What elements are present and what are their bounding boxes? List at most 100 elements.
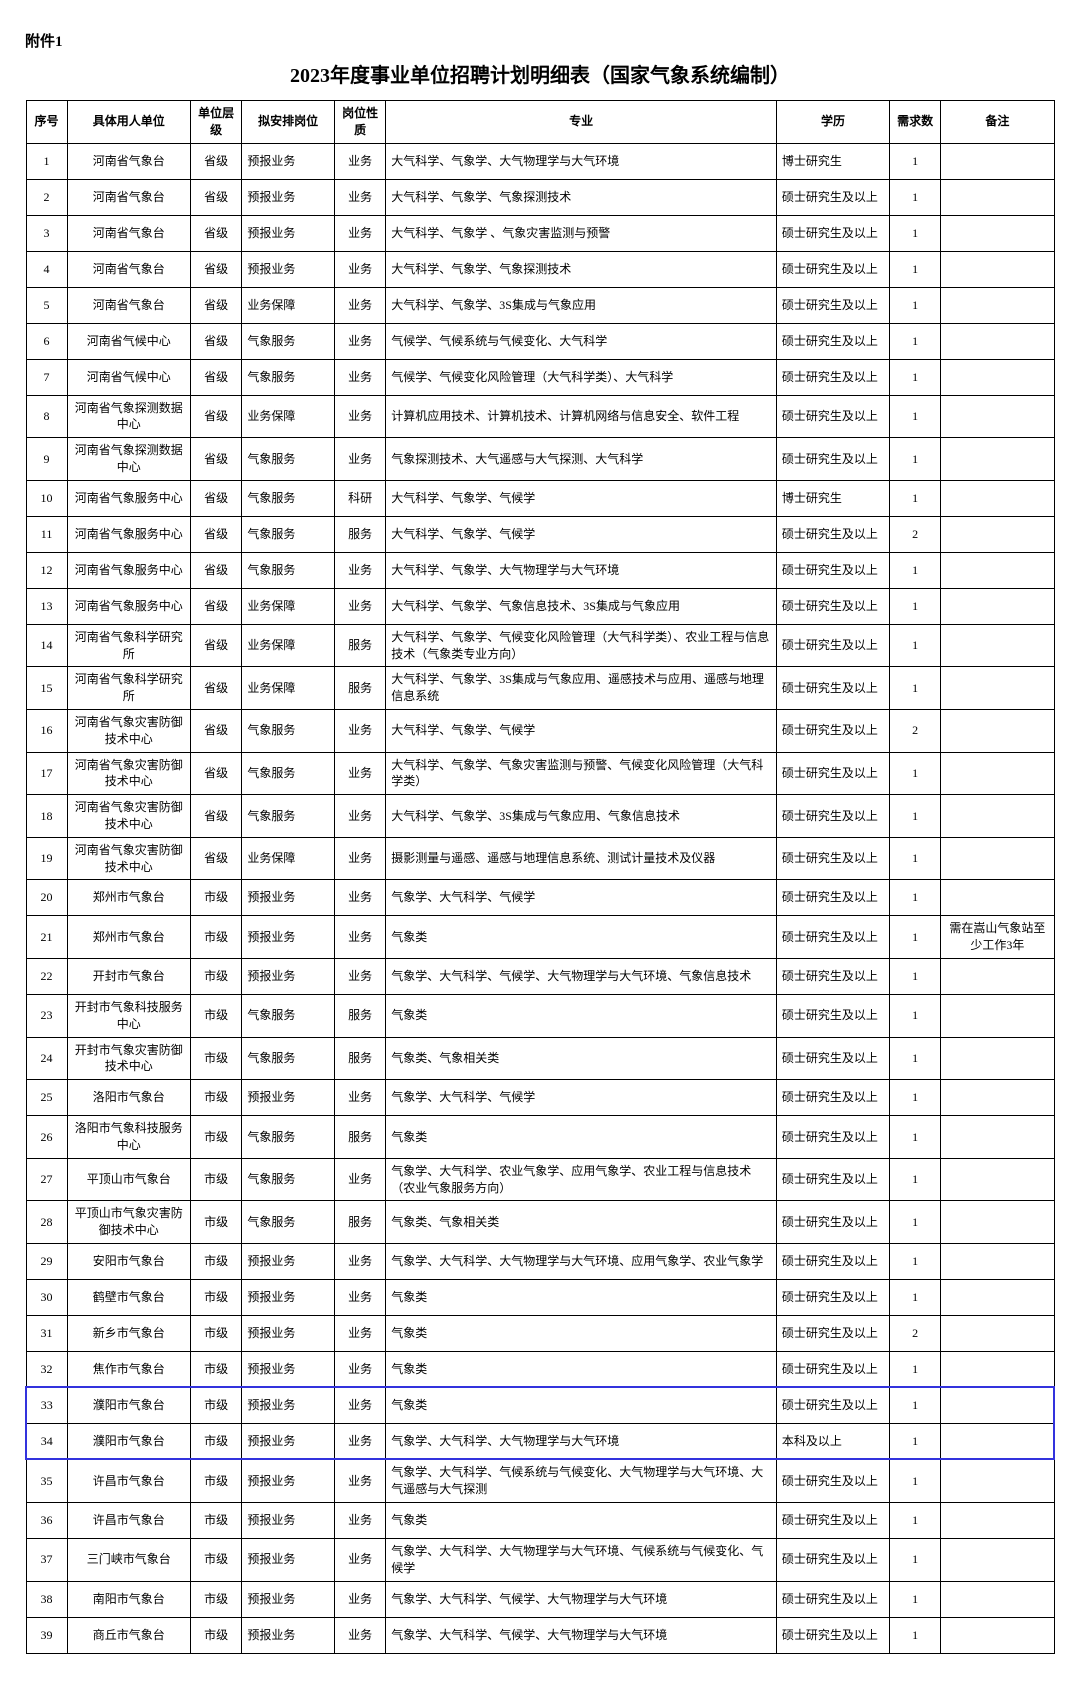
cell-unit: 南阳市气象台 — [67, 1581, 190, 1617]
recruitment-table: 序号 具体用人单位 单位层级 拟安排岗位 岗位性质 专业 学历 需求数 备注 1… — [25, 100, 1055, 1654]
cell-nature: 服务 — [334, 624, 385, 667]
cell-level: 省级 — [190, 588, 241, 624]
cell-level: 市级 — [190, 916, 241, 959]
cell-seq: 18 — [26, 795, 67, 838]
cell-seq: 36 — [26, 1503, 67, 1539]
cell-unit: 商丘市气象台 — [67, 1617, 190, 1653]
cell-unit: 三门峡市气象台 — [67, 1539, 190, 1582]
table-row: 27平顶山市气象台市级气象服务业务气象学、大气科学、农业气象学、应用气象学、农业… — [26, 1158, 1054, 1201]
cell-nature: 业务 — [334, 1503, 385, 1539]
cell-count: 1 — [889, 480, 940, 516]
cell-nature: 业务 — [334, 795, 385, 838]
cell-position: 气象服务 — [242, 1201, 335, 1244]
cell-remark — [941, 1351, 1054, 1387]
cell-remark — [941, 1617, 1054, 1653]
cell-major: 大气科学、气象学、大气物理学与大气环境 — [386, 143, 777, 179]
cell-nature: 业务 — [334, 1617, 385, 1653]
cell-unit: 河南省气象灾害防御技术中心 — [67, 752, 190, 795]
cell-remark — [941, 837, 1054, 880]
cell-remark — [941, 1080, 1054, 1116]
table-row: 22开封市气象台市级预报业务业务气象学、大气科学、气候学、大气物理学与大气环境、… — [26, 958, 1054, 994]
cell-unit: 河南省气候中心 — [67, 323, 190, 359]
table-row: 30鹤壁市气象台市级预报业务业务气象类硕士研究生及以上1 — [26, 1279, 1054, 1315]
cell-level: 省级 — [190, 359, 241, 395]
cell-seq: 15 — [26, 667, 67, 710]
cell-nature: 服务 — [334, 994, 385, 1037]
cell-seq: 3 — [26, 215, 67, 251]
cell-education: 硕士研究生及以上 — [776, 1387, 889, 1423]
cell-remark — [941, 552, 1054, 588]
cell-count: 2 — [889, 1315, 940, 1351]
cell-level: 市级 — [190, 958, 241, 994]
cell-nature: 业务 — [334, 1539, 385, 1582]
cell-unit: 河南省气象台 — [67, 143, 190, 179]
cell-remark — [941, 1423, 1054, 1459]
cell-position: 预报业务 — [242, 1503, 335, 1539]
cell-education: 硕士研究生及以上 — [776, 1581, 889, 1617]
cell-major: 气象学、大气科学、气候学、大气物理学与大气环境、气象信息技术 — [386, 958, 777, 994]
cell-count: 1 — [889, 1037, 940, 1080]
cell-level: 省级 — [190, 516, 241, 552]
cell-unit: 开封市气象灾害防御技术中心 — [67, 1037, 190, 1080]
cell-major: 大气科学、气象学、3S集成与气象应用 — [386, 287, 777, 323]
cell-major: 气象学、大气科学、气候学、大气物理学与大气环境 — [386, 1581, 777, 1617]
cell-nature: 业务 — [334, 395, 385, 438]
cell-unit: 洛阳市气象科技服务中心 — [67, 1116, 190, 1159]
cell-remark — [941, 323, 1054, 359]
cell-level: 市级 — [190, 1503, 241, 1539]
cell-level: 市级 — [190, 994, 241, 1037]
header-major: 专业 — [386, 101, 777, 144]
cell-major: 气象类 — [386, 916, 777, 959]
cell-remark — [941, 1116, 1054, 1159]
table-row: 18河南省气象灾害防御技术中心省级气象服务业务大气科学、气象学、3S集成与气象应… — [26, 795, 1054, 838]
cell-unit: 新乡市气象台 — [67, 1315, 190, 1351]
cell-education: 硕士研究生及以上 — [776, 588, 889, 624]
cell-position: 气象服务 — [242, 552, 335, 588]
cell-count: 1 — [889, 916, 940, 959]
cell-unit: 郑州市气象台 — [67, 916, 190, 959]
cell-level: 省级 — [190, 709, 241, 752]
cell-seq: 13 — [26, 588, 67, 624]
cell-seq: 2 — [26, 179, 67, 215]
cell-unit: 平顶山市气象台 — [67, 1158, 190, 1201]
cell-nature: 业务 — [334, 287, 385, 323]
cell-remark — [941, 1539, 1054, 1582]
cell-nature: 业务 — [334, 179, 385, 215]
cell-unit: 河南省气候中心 — [67, 359, 190, 395]
cell-major: 气象学、大气科学、大气物理学与大气环境、应用气象学、农业气象学 — [386, 1243, 777, 1279]
cell-remark — [941, 1315, 1054, 1351]
cell-remark — [941, 251, 1054, 287]
table-row: 3河南省气象台省级预报业务业务大气科学、气象学 、气象灾害监测与预警硕士研究生及… — [26, 215, 1054, 251]
cell-nature: 业务 — [334, 143, 385, 179]
cell-level: 市级 — [190, 1116, 241, 1159]
table-row: 21郑州市气象台市级预报业务业务气象类硕士研究生及以上1需在嵩山气象站至少工作3… — [26, 916, 1054, 959]
cell-seq: 39 — [26, 1617, 67, 1653]
cell-position: 业务保障 — [242, 837, 335, 880]
cell-remark — [941, 1158, 1054, 1201]
cell-education: 硕士研究生及以上 — [776, 1243, 889, 1279]
cell-remark — [941, 880, 1054, 916]
cell-education: 硕士研究生及以上 — [776, 880, 889, 916]
cell-level: 市级 — [190, 1279, 241, 1315]
cell-level: 省级 — [190, 795, 241, 838]
cell-education: 硕士研究生及以上 — [776, 795, 889, 838]
cell-nature: 业务 — [334, 1315, 385, 1351]
header-unit: 具体用人单位 — [67, 101, 190, 144]
cell-major: 气象类 — [386, 994, 777, 1037]
cell-remark — [941, 359, 1054, 395]
cell-education: 硕士研究生及以上 — [776, 624, 889, 667]
cell-nature: 科研 — [334, 480, 385, 516]
cell-unit: 鹤壁市气象台 — [67, 1279, 190, 1315]
cell-unit: 河南省气象台 — [67, 215, 190, 251]
cell-unit: 安阳市气象台 — [67, 1243, 190, 1279]
cell-seq: 31 — [26, 1315, 67, 1351]
cell-unit: 郑州市气象台 — [67, 880, 190, 916]
cell-seq: 32 — [26, 1351, 67, 1387]
cell-remark — [941, 287, 1054, 323]
cell-position: 预报业务 — [242, 143, 335, 179]
cell-level: 市级 — [190, 1581, 241, 1617]
cell-nature: 业务 — [334, 1279, 385, 1315]
cell-position: 预报业务 — [242, 916, 335, 959]
cell-remark: 需在嵩山气象站至少工作3年 — [941, 916, 1054, 959]
cell-major: 大气科学、气象学、气候变化风险管理（大气科学类）、农业工程与信息技术（气象类专业… — [386, 624, 777, 667]
